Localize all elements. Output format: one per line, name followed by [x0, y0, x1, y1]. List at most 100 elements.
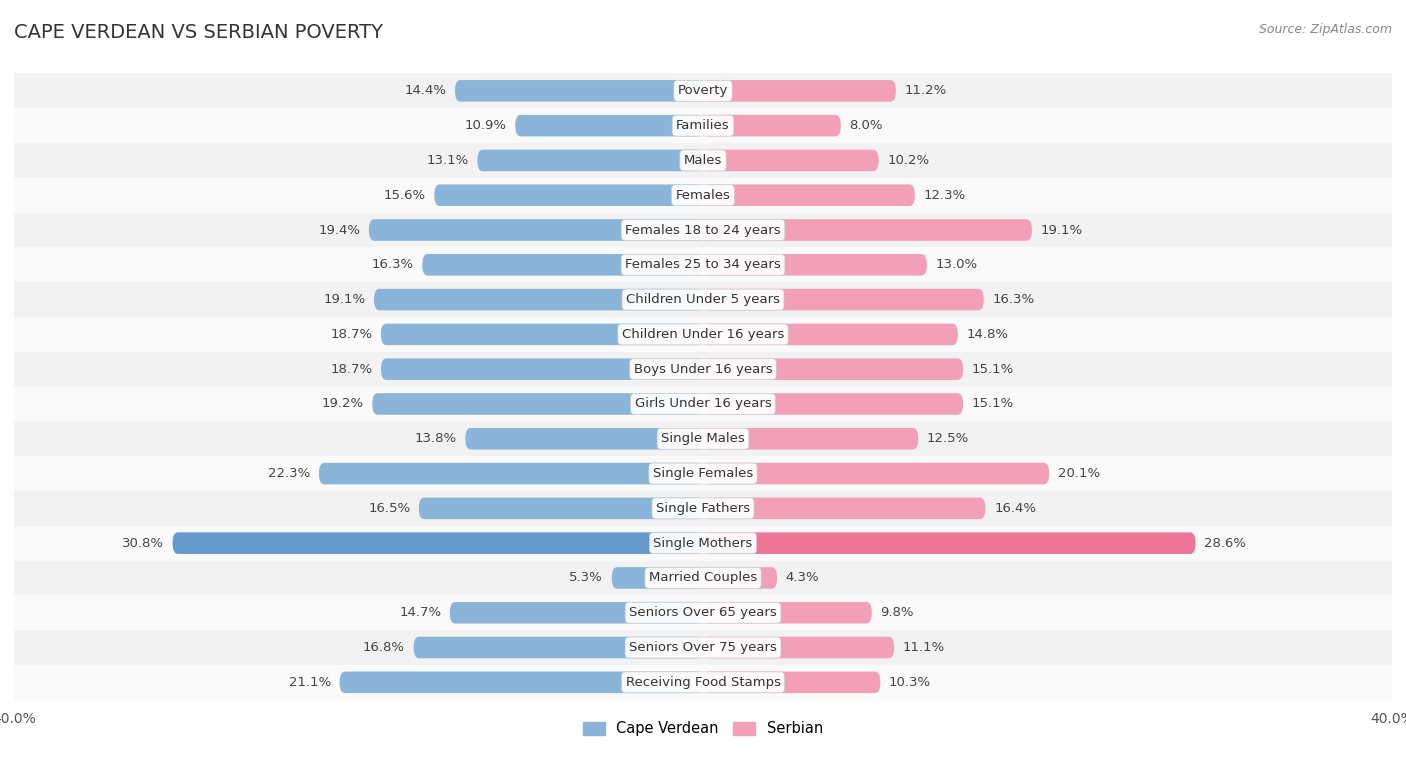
Text: 21.1%: 21.1%	[288, 676, 330, 689]
FancyBboxPatch shape	[703, 219, 1032, 241]
Text: 10.2%: 10.2%	[887, 154, 929, 167]
Text: Seniors Over 75 years: Seniors Over 75 years	[628, 641, 778, 654]
FancyBboxPatch shape	[703, 80, 896, 102]
FancyBboxPatch shape	[703, 637, 894, 658]
Text: 15.6%: 15.6%	[384, 189, 426, 202]
Text: Boys Under 16 years: Boys Under 16 years	[634, 362, 772, 376]
FancyBboxPatch shape	[173, 532, 703, 554]
Text: 16.4%: 16.4%	[994, 502, 1036, 515]
Text: Married Couples: Married Couples	[650, 572, 756, 584]
Bar	[14, 491, 1392, 526]
Bar	[14, 387, 1392, 421]
Text: 19.2%: 19.2%	[322, 397, 364, 411]
Text: 28.6%: 28.6%	[1204, 537, 1246, 550]
FancyBboxPatch shape	[368, 219, 703, 241]
Text: 22.3%: 22.3%	[269, 467, 311, 480]
Text: 10.3%: 10.3%	[889, 676, 931, 689]
Text: 10.9%: 10.9%	[464, 119, 506, 132]
Text: 13.8%: 13.8%	[415, 432, 457, 445]
Text: Single Males: Single Males	[661, 432, 745, 445]
FancyBboxPatch shape	[703, 463, 1049, 484]
Text: Seniors Over 65 years: Seniors Over 65 years	[628, 606, 778, 619]
Bar	[14, 143, 1392, 178]
FancyBboxPatch shape	[419, 497, 703, 519]
Text: Females 25 to 34 years: Females 25 to 34 years	[626, 258, 780, 271]
Text: 16.5%: 16.5%	[368, 502, 411, 515]
Text: 8.0%: 8.0%	[849, 119, 883, 132]
Text: 4.3%: 4.3%	[786, 572, 820, 584]
Text: 11.2%: 11.2%	[904, 84, 946, 97]
FancyBboxPatch shape	[340, 672, 703, 693]
Text: 19.4%: 19.4%	[318, 224, 360, 236]
Bar	[14, 456, 1392, 491]
FancyBboxPatch shape	[703, 254, 927, 276]
FancyBboxPatch shape	[434, 184, 703, 206]
FancyBboxPatch shape	[703, 428, 918, 449]
Text: Poverty: Poverty	[678, 84, 728, 97]
FancyBboxPatch shape	[515, 115, 703, 136]
FancyBboxPatch shape	[450, 602, 703, 624]
FancyBboxPatch shape	[422, 254, 703, 276]
FancyBboxPatch shape	[612, 567, 703, 589]
Text: 20.1%: 20.1%	[1057, 467, 1099, 480]
Text: 5.3%: 5.3%	[569, 572, 603, 584]
Text: 11.1%: 11.1%	[903, 641, 945, 654]
Bar	[14, 108, 1392, 143]
FancyBboxPatch shape	[703, 393, 963, 415]
Text: Females: Females	[675, 189, 731, 202]
Bar	[14, 526, 1392, 561]
Text: Receiving Food Stamps: Receiving Food Stamps	[626, 676, 780, 689]
Text: 18.7%: 18.7%	[330, 362, 373, 376]
FancyBboxPatch shape	[478, 149, 703, 171]
Text: Families: Families	[676, 119, 730, 132]
Text: 14.4%: 14.4%	[405, 84, 446, 97]
Bar	[14, 561, 1392, 595]
Text: Single Mothers: Single Mothers	[654, 537, 752, 550]
FancyBboxPatch shape	[374, 289, 703, 310]
Text: 14.7%: 14.7%	[399, 606, 441, 619]
Text: 30.8%: 30.8%	[122, 537, 165, 550]
Text: 15.1%: 15.1%	[972, 397, 1014, 411]
Text: 13.0%: 13.0%	[935, 258, 977, 271]
Bar	[14, 595, 1392, 630]
Text: 18.7%: 18.7%	[330, 328, 373, 341]
FancyBboxPatch shape	[703, 289, 984, 310]
FancyBboxPatch shape	[381, 324, 703, 345]
Bar	[14, 74, 1392, 108]
Text: 19.1%: 19.1%	[1040, 224, 1083, 236]
Text: 9.8%: 9.8%	[880, 606, 914, 619]
Bar	[14, 421, 1392, 456]
Bar	[14, 247, 1392, 282]
Text: 14.8%: 14.8%	[966, 328, 1008, 341]
FancyBboxPatch shape	[703, 359, 963, 380]
FancyBboxPatch shape	[465, 428, 703, 449]
FancyBboxPatch shape	[703, 567, 778, 589]
Text: CAPE VERDEAN VS SERBIAN POVERTY: CAPE VERDEAN VS SERBIAN POVERTY	[14, 23, 382, 42]
FancyBboxPatch shape	[381, 359, 703, 380]
FancyBboxPatch shape	[703, 149, 879, 171]
FancyBboxPatch shape	[703, 324, 957, 345]
Text: 12.3%: 12.3%	[924, 189, 966, 202]
Text: Females 18 to 24 years: Females 18 to 24 years	[626, 224, 780, 236]
Text: 16.3%: 16.3%	[993, 293, 1035, 306]
FancyBboxPatch shape	[703, 532, 1195, 554]
Text: 16.8%: 16.8%	[363, 641, 405, 654]
FancyBboxPatch shape	[703, 184, 915, 206]
FancyBboxPatch shape	[319, 463, 703, 484]
Bar	[14, 317, 1392, 352]
FancyBboxPatch shape	[703, 672, 880, 693]
Bar	[14, 630, 1392, 665]
FancyBboxPatch shape	[703, 602, 872, 624]
Text: Single Females: Single Females	[652, 467, 754, 480]
Text: 15.1%: 15.1%	[972, 362, 1014, 376]
Bar	[14, 665, 1392, 700]
Bar	[14, 352, 1392, 387]
FancyBboxPatch shape	[703, 115, 841, 136]
Text: 19.1%: 19.1%	[323, 293, 366, 306]
Bar	[14, 178, 1392, 212]
Text: Single Fathers: Single Fathers	[657, 502, 749, 515]
Bar	[14, 212, 1392, 247]
FancyBboxPatch shape	[373, 393, 703, 415]
Text: 13.1%: 13.1%	[426, 154, 468, 167]
Bar	[14, 282, 1392, 317]
